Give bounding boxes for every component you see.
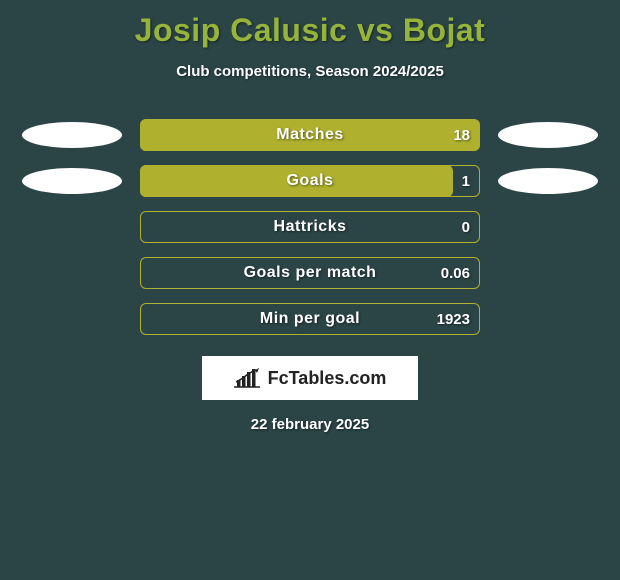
stat-value: 0.06: [441, 265, 470, 282]
left-ellipse-icon: [22, 168, 122, 194]
right-ellipse-icon: [498, 168, 598, 194]
stat-row: Goals per match 0.06: [0, 250, 620, 296]
stat-label: Hattricks: [274, 218, 347, 236]
stat-value: 0: [462, 219, 470, 236]
stat-label: Goals: [287, 172, 334, 190]
right-ellipse-icon: [498, 260, 598, 286]
stat-row: Hattricks 0: [0, 204, 620, 250]
left-ellipse-icon: [22, 214, 122, 240]
source-badge: FcTables.com: [202, 356, 418, 400]
right-ellipse-icon: [498, 122, 598, 148]
stat-value: 1: [462, 173, 470, 190]
stat-row: Goals 1: [0, 158, 620, 204]
stat-label: Min per goal: [260, 310, 360, 328]
subtitle: Club competitions, Season 2024/2025: [0, 63, 620, 80]
stat-value: 18: [453, 127, 470, 144]
stat-bar: Goals per match 0.06: [140, 257, 480, 289]
stat-label: Goals per match: [244, 264, 377, 282]
source-badge-text: FcTables.com: [268, 368, 387, 389]
left-ellipse-icon: [22, 122, 122, 148]
right-ellipse-icon: [498, 306, 598, 332]
stat-bar: Goals 1: [140, 165, 480, 197]
stat-bar: Matches 18: [140, 119, 480, 151]
right-ellipse-icon: [498, 214, 598, 240]
left-ellipse-icon: [22, 306, 122, 332]
stat-label: Matches: [276, 126, 344, 144]
stat-value: 1923: [437, 311, 470, 328]
stat-bar: Hattricks 0: [140, 211, 480, 243]
bar-chart-icon: [234, 368, 260, 388]
date-label: 22 february 2025: [0, 416, 620, 433]
left-ellipse-icon: [22, 260, 122, 286]
stat-row: Min per goal 1923: [0, 296, 620, 342]
stat-bar: Min per goal 1923: [140, 303, 480, 335]
stat-row: Matches 18: [0, 112, 620, 158]
comparison-card: Josip Calusic vs Bojat Club competitions…: [0, 0, 620, 580]
page-title: Josip Calusic vs Bojat: [0, 0, 620, 49]
stat-rows: Matches 18 Goals 1 Hattricks 0 Goals per match…: [0, 112, 620, 342]
